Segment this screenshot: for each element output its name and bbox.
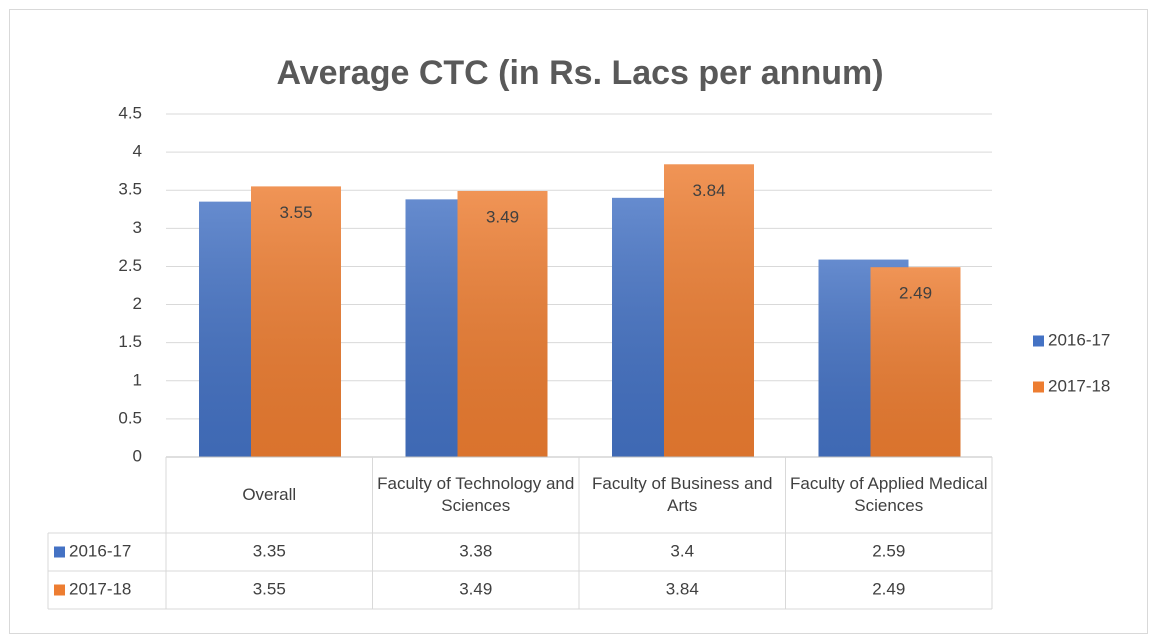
table-legend-swatch: [54, 546, 65, 558]
table-cell: 3.4: [670, 541, 694, 560]
legend-swatch: [1033, 381, 1044, 393]
table-row-label: 2017-18: [69, 579, 131, 598]
y-tick-label: 1.5: [118, 332, 142, 351]
bar-shade: [870, 267, 961, 457]
table-cell: 3.35: [253, 541, 286, 560]
legend-label: 2016-17: [1048, 330, 1110, 349]
bar-shade: [664, 164, 754, 457]
x-tick-label: Overall: [242, 484, 297, 504]
table-cell: 3.84: [666, 579, 699, 598]
table-cell: 3.55: [253, 579, 286, 598]
legend-swatch: [1033, 335, 1044, 347]
table-legend-swatch: [54, 584, 65, 596]
x-tick-label: Faculty of Technology and Sciences: [377, 473, 575, 515]
y-tick-label: 2: [133, 294, 142, 313]
x-tick-label-box: Overall: [242, 484, 297, 504]
table-cell: 2.49: [872, 579, 905, 598]
x-tick-label-box: Faculty of Business and Arts: [592, 473, 773, 515]
y-tick-label: 2.5: [118, 256, 142, 275]
y-tick-label: 3.5: [118, 180, 142, 199]
y-tick-label: 4: [133, 142, 142, 161]
y-tick-label: 1: [133, 370, 142, 389]
y-tick-label: 4.5: [118, 103, 142, 122]
table-row-label: 2016-17: [69, 541, 131, 560]
x-tick-label: Faculty of Applied Medical Sciences: [790, 473, 988, 515]
table-cell: 3.49: [459, 579, 492, 598]
bar-shade: [251, 186, 341, 457]
chart-title: Average CTC (in Rs. Lacs per annum): [276, 54, 883, 92]
data-label: 3.84: [692, 181, 725, 200]
bar-shade: [457, 190, 548, 458]
legend-label: 2017-18: [1048, 376, 1110, 395]
x-tick-label-box: Faculty of Technology and Sciences: [377, 473, 575, 515]
table-cell: 2.59: [872, 541, 905, 560]
data-label: 2.49: [899, 284, 932, 303]
y-tick-label: 0: [133, 446, 142, 465]
y-tick-label: 0.5: [118, 408, 142, 427]
x-tick-label: Faculty of Business and Arts: [592, 473, 773, 515]
table-cell: 3.38: [459, 541, 492, 560]
y-tick-label: 3: [133, 218, 142, 237]
data-label: 3.55: [279, 203, 312, 222]
x-tick-label-box: Faculty of Applied Medical Sciences: [790, 473, 988, 515]
data-label: 3.49: [486, 207, 519, 226]
